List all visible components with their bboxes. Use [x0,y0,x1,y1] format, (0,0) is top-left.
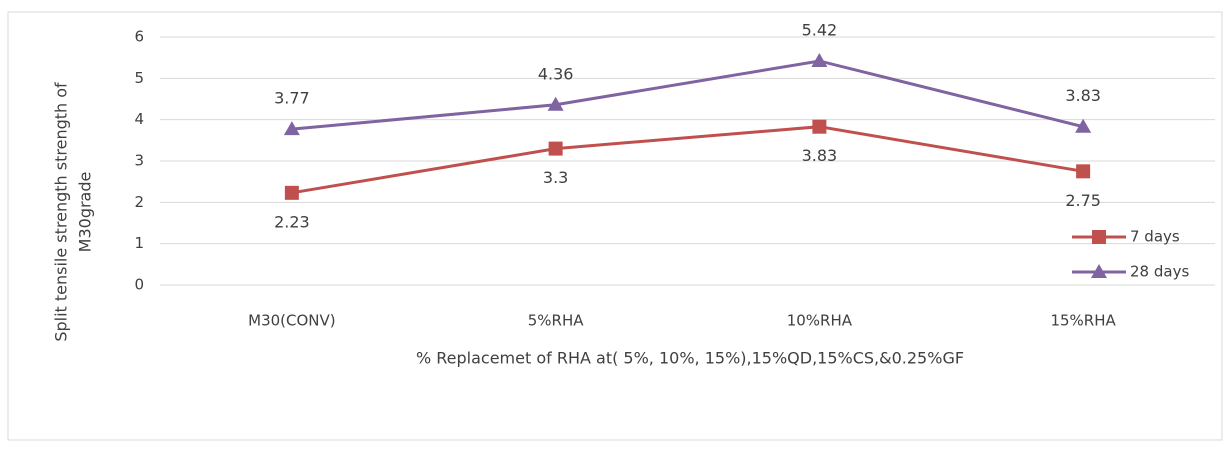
data-label: 3.3 [543,168,568,187]
legend-label: 7 days [1130,228,1180,246]
point [812,119,827,134]
point [1076,164,1091,179]
point [1075,118,1092,133]
point [547,96,564,111]
data-label: 3.83 [1065,86,1101,105]
line [291,59,1084,131]
x-tick-label: M30(CONV) [248,312,336,330]
point [548,141,563,156]
point [811,52,828,67]
point [283,121,300,136]
legend-marker [1092,230,1106,244]
y-tick-label: 5 [134,69,144,87]
data-label: 4.36 [538,64,574,83]
x-tick-label: 10%RHA [787,312,853,330]
chart-border [7,11,1223,441]
data-label: 5.42 [802,20,838,39]
data-label: 3.83 [802,146,838,165]
point [284,185,299,200]
y-tick-label: 6 [134,28,144,46]
x-axis-title: % Replacemet of RHA at( 5%, 10%, 15%),15… [416,349,964,368]
y-tick-label: 4 [134,110,144,128]
y-axis-title: M30grade [76,172,95,253]
y-tick-label: 3 [134,152,144,170]
y-tick-label: 1 [134,234,144,252]
y-tick-label: 0 [134,276,144,294]
data-label: 2.23 [274,212,310,231]
x-tick-label: 5%RHA [528,312,584,330]
data-label: 3.77 [274,89,310,108]
legend-label: 28 days [1130,263,1189,281]
line [291,125,1084,195]
y-tick-label: 2 [134,193,144,211]
legend-marker [1091,264,1107,278]
y-axis-title: Split tensile strength strength of [52,82,71,342]
x-tick-label: 15%RHA [1050,312,1116,330]
data-label: 2.75 [1065,191,1101,210]
